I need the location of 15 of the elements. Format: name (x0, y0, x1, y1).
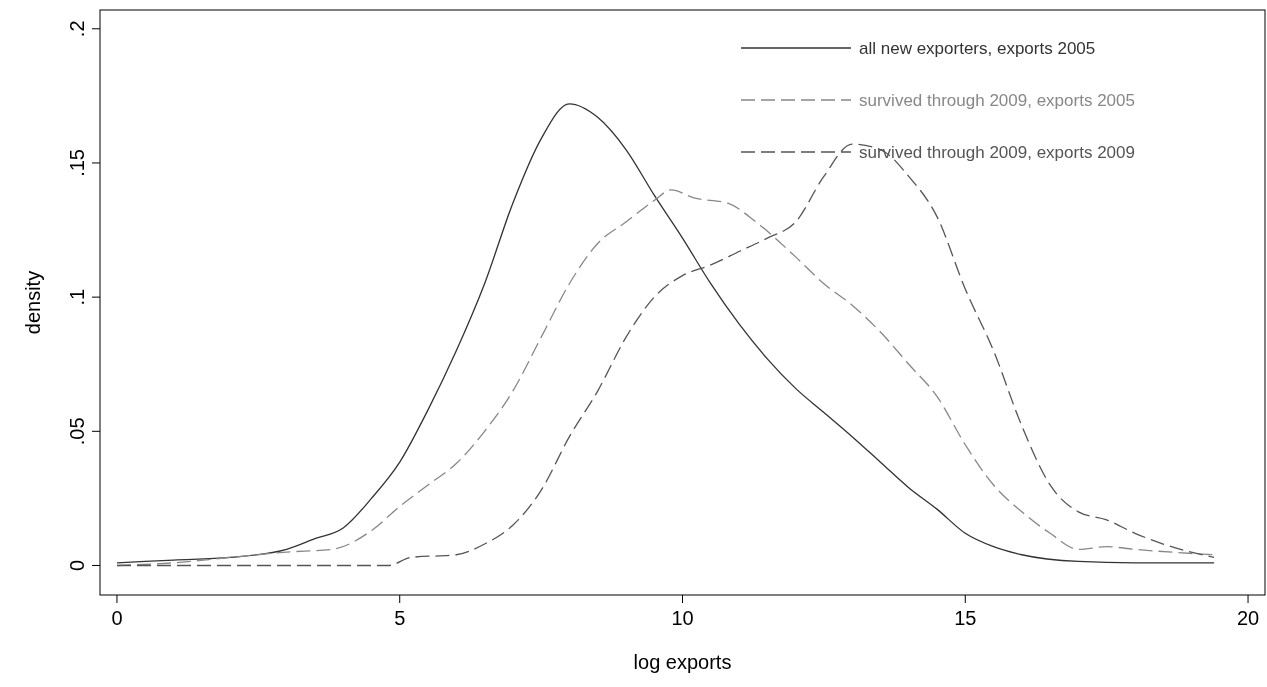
x-tick-label: 15 (954, 607, 977, 629)
y-tick-label: .2 (66, 20, 88, 38)
series-label: survived through 2009, exports 2009 (859, 142, 1135, 162)
text: all new exporters, exports 2005 (859, 38, 1096, 58)
y-axis-title: density (22, 270, 44, 335)
y-tick-label: 0 (66, 559, 88, 572)
x-tick-label: 0 (111, 607, 123, 629)
text: survived through 2009, exports 2005 (859, 90, 1135, 110)
y-tick-label: .15 (66, 149, 88, 177)
y-tick-label: .05 (66, 417, 88, 446)
x-tick-label: 10 (671, 607, 694, 629)
y-tick-label: .1 (66, 288, 88, 306)
x-tick-label: 20 (1236, 607, 1260, 629)
x-tick-label: 5 (394, 607, 406, 629)
x-axis-title: log exports (633, 651, 732, 673)
